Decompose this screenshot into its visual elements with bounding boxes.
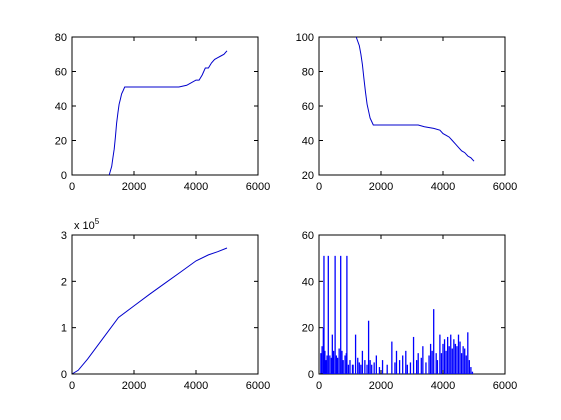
x-tick-label: 6000 [493,380,517,392]
y-tick-label: 2 [61,276,67,288]
y-tick-label: 20 [302,170,314,182]
plot-area [71,36,259,176]
subplot-bottom-right: 0 2000 4000 6000 0 20 40 60 [302,230,517,392]
x-tick-label: 0 [69,181,75,193]
y-tick-label: 0 [308,369,314,381]
x-tick-label: 4000 [431,181,455,193]
x-tick-label: 6000 [246,380,270,392]
y-tick-label: 0 [61,170,67,182]
y-tick-label: 80 [302,67,314,79]
x-tick-label: 2000 [122,181,146,193]
x-tick-label: 6000 [246,181,270,193]
x-tick-label: 4000 [431,380,455,392]
series-line [355,36,475,162]
plot-area [71,234,259,375]
y-tick-label: 20 [55,136,67,148]
y-tick-label: 60 [302,230,314,242]
x-tick-label: 2000 [369,380,393,392]
subplot-top-left: 0 2000 4000 6000 0 20 40 60 80 [55,32,270,193]
y-tick-label: 60 [302,101,314,113]
y-tick-label: 40 [55,101,67,113]
y-tick-label: 0 [61,369,67,381]
y-tick-label: 60 [55,67,67,79]
x-tick-label: 4000 [184,380,208,392]
axis-exponent-label: x 105 [74,217,100,232]
subplot-top-right: 0 2000 4000 6000 20 40 60 80 100 [296,32,518,193]
y-tick-label: 40 [302,136,314,148]
plot-area [318,36,506,176]
x-tick-label: 2000 [369,181,393,193]
subplot-bottom-left: 0 2000 4000 6000 0 1 2 3 x 105 [61,217,270,392]
y-tick-label: 20 [302,323,314,335]
y-tick-label: 40 [302,276,314,288]
y-tick-label: 80 [55,32,67,44]
y-tick-label: 100 [296,32,314,44]
x-tick-label: 0 [316,181,322,193]
x-tick-label: 4000 [184,181,208,193]
x-tick-label: 2000 [122,380,146,392]
x-tick-label: 6000 [493,181,517,193]
plot-area [318,234,506,375]
y-tick-label: 1 [61,323,67,335]
series-line [71,247,228,375]
y-tick-label: 3 [61,230,67,242]
series-line [108,50,228,176]
x-tick-label: 0 [69,380,75,392]
x-tick-label: 0 [316,380,322,392]
